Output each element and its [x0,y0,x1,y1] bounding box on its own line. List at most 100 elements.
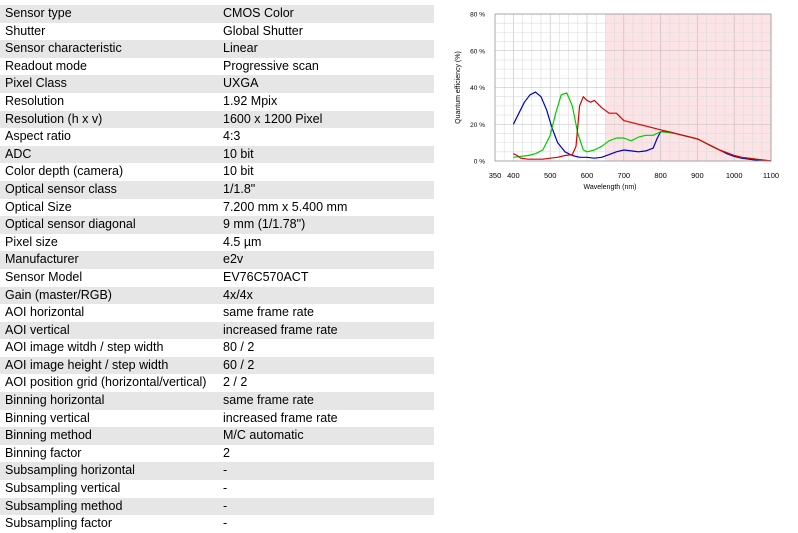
spec-value: Linear [218,40,434,58]
series-group [512,91,772,162]
series-line [513,96,772,162]
x-tick-label: 800 [654,171,667,180]
x-tick-label: 900 [691,171,704,180]
spec-label: Gain (master/RGB) [0,286,218,305]
spec-row: Binning factor 2 [0,445,434,463]
spec-row: Optical sensor diagonal 9 mm (1/1.78") [0,216,434,234]
spec-value: 4x/4x [218,286,434,305]
spec-label: Optical sensor diagonal [0,216,218,234]
quantum-efficiency-chart: 350 400 500 600 700 800 900 1000 1100 0 % 20 % 40 … [450,4,795,200]
spec-row: Sensor type CMOS Color [0,5,434,23]
spec-row: Subsampling factor - [0,515,434,533]
spec-row: Optical sensor class 1/1.8" [0,180,434,199]
spec-label: AOI image height / step width [0,356,218,375]
spec-value: e2v [218,251,434,269]
spec-value: 4.5 µm [223,234,262,249]
spec-row: Resolution 1.92 Mpix [0,93,434,111]
spec-value: - [218,497,434,516]
spec-row: Binning horizontal same frame rate [0,392,434,410]
y-tick-labels: 0 % 20 % 40 % 60 % 80 % [470,12,485,166]
spec-row: AOI position grid (horizontal/vertical) 2… [0,374,434,392]
spec-row: Sensor Model EV76C570ACT [0,269,434,287]
spec-row: Binning method M/C automatic [0,427,434,445]
spec-row: Aspect ratio 4:3 [0,128,434,146]
y-axis-label: Quantum efficiency (%) [455,51,462,124]
spec-row: Optical Size 7.200 mm x 5.400 mm [0,199,434,217]
spec-label: Binning factor [5,445,82,460]
spec-value: increased frame rate [218,321,434,340]
chart-svg: 350 400 500 600 700 800 900 1000 1100 0 % 20 % 40 … [455,12,779,192]
spec-label: Subsampling horizontal [0,462,218,481]
spec-label: AOI position grid (horizontal/vertical) [5,375,207,390]
y-tick-label: 0 % [474,159,485,166]
spec-value: same frame rate [223,305,315,320]
spec-row: Pixel size 4.5 µm [0,234,434,252]
y-tick-label: 20 % [470,122,485,129]
spec-value: 2 [223,445,230,460]
y-tick-label: 80 % [470,12,485,19]
x-tick-label: 600 [581,171,594,180]
spec-label: Optical sensor class [0,180,218,199]
spec-label: Shutter [5,23,46,38]
spec-value: same frame rate [218,392,434,410]
spec-value: 1600 x 1200 Pixel [218,110,434,129]
spec-label: AOI horizontal [5,305,85,320]
spec-label: ADC [0,145,218,164]
spec-label: Optical Size [5,199,72,214]
plot-frame [494,13,772,162]
x-tick-label: 500 [544,171,557,180]
spec-row: Shutter Global Shutter [0,23,434,41]
y-tick-label: 40 % [470,85,485,92]
spec-value: 9 mm (1/1.78") [218,216,434,234]
x-tick-label: 1000 [726,171,743,180]
spec-row: Subsampling vertical - [0,480,434,498]
spec-value: 4:3 [223,129,241,144]
spec-row: Gain (master/RGB) 4x/4x [0,286,434,305]
spec-value: 7.200 mm x 5.400 mm [223,199,348,214]
spec-label: Sensor characteristic [0,40,218,58]
spec-label: Subsampling factor [5,516,113,531]
spec-row: Subsampling method - [0,497,434,516]
x-tick-label: 700 [618,171,631,180]
spec-table: Sensor type CMOS Color Shutter Global Shutt… [0,5,434,533]
x-tick-label: 400 [507,171,520,180]
spec-value: EV76C570ACT [223,269,309,284]
x-tick-label: 1100 [763,171,779,180]
spec-label: Manufacturer [0,251,218,269]
x-axis-label: Wavelength (nm) [583,184,636,191]
spec-value: 10 bit [218,145,434,164]
spec-row: Color depth (camera) 10 bit [0,163,434,181]
spec-row: AOI image witdh / step width 80 / 2 [0,339,434,357]
spec-value: M/C automatic [218,427,434,445]
spec-label: Binning method [0,427,218,445]
y-tick-label: 60 % [470,48,485,55]
spec-row: Binning vertical increased frame rate [0,410,434,428]
spec-value: increased frame rate [223,410,338,425]
series-line [512,91,772,162]
spec-row: Manufacturer e2v [0,251,434,269]
spec-label: AOI image witdh / step width [5,340,164,355]
spec-value: Global Shutter [223,23,303,38]
spec-label: AOI vertical [0,321,218,340]
spec-value: - [218,462,434,481]
spec-row: Resolution (h x v) 1600 x 1200 Pixel [0,110,434,129]
spec-label: Binning vertical [5,410,90,425]
spec-label: Resolution (h x v) [0,110,218,129]
spec-row: AOI horizontal same frame rate [0,304,434,322]
spec-label: Subsampling vertical [5,481,121,496]
spec-value: 1/1.8" [218,180,434,199]
spec-value: - [223,481,228,496]
spec-label: Pixel size [5,234,58,249]
spec-label: Sensor Model [5,269,83,284]
spec-value: - [223,516,228,531]
spec-label: Pixel Class [0,75,218,93]
spec-row: AOI vertical increased frame rate [0,321,434,340]
spec-label: Color depth (camera) [5,164,124,179]
x-tick-labels: 350 400 500 600 700 800 900 1000 1100 [489,171,779,180]
spec-row: ADC 10 bit [0,145,434,164]
spec-value: UXGA [218,75,434,93]
spec-label: Sensor type [0,5,218,23]
spec-label: Readout mode [5,58,88,73]
spec-value: 10 bit [223,164,254,179]
spec-value: 80 / 2 [223,340,255,355]
